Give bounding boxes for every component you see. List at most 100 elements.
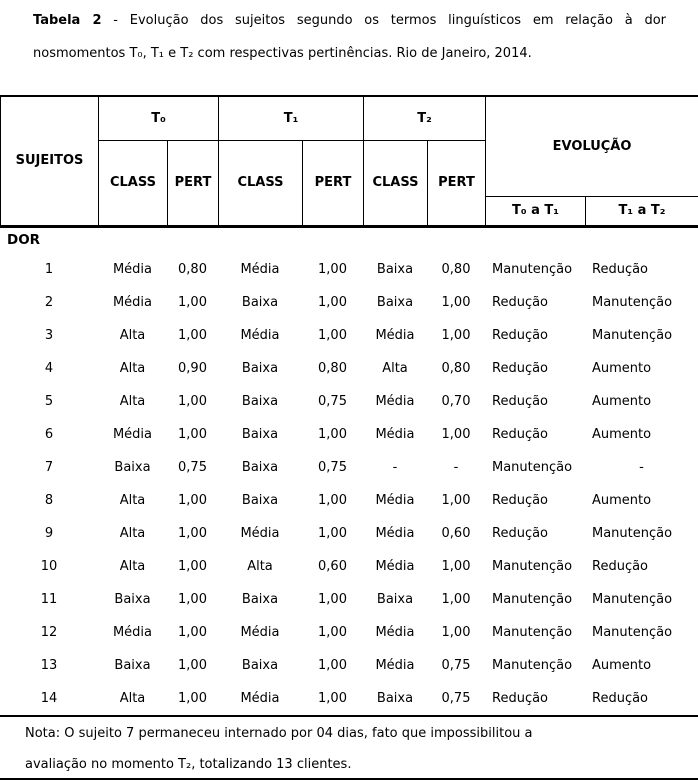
cell-t0-pert: 0,80 [178,261,207,277]
cell-t0-class: Baixa [114,657,151,673]
cell-t2-pert: 1,00 [441,591,471,607]
table-row: 1 Média 0,80 Média 1,00 Baixa 0,80 Manutenção Re… [0,253,698,286]
cell-evolucao-t0-t1: Redução [492,393,549,409]
cell-sujeito: 14 [40,690,58,706]
cell-sujeito: 5 [44,393,54,409]
cell-sujeito: 9 [44,525,54,541]
cell-t2-class: - [392,459,398,475]
cell-t2-class: Baixa [376,690,414,706]
cell-t0-class: Média [112,624,153,640]
cell-evolucao-t1-t2: Redução [592,261,649,277]
cell-t2-class: Média [375,327,415,343]
cell-evolucao-t0-t1: Manutenção [492,624,573,640]
cell-sujeito: 2 [44,294,54,310]
cell-sujeito: 13 [40,657,58,673]
cell-t0-pert: 1,00 [178,327,207,343]
cell-t0-pert: 0,75 [178,459,207,475]
cell-evolucao-t0-t1: Redução [492,294,549,310]
cell-t0-pert: 1,00 [178,525,207,541]
cell-t2-class: Média [375,558,415,574]
cell-t1-pert: 0,80 [318,360,347,376]
cell-evolucao-t1-t2: Aumento [592,393,652,409]
cell-sujeito: 1 [44,261,54,277]
header-t2: T₂ [363,95,486,141]
cell-sujeito: 8 [44,492,54,508]
cell-t2-class: Baixa [376,261,414,277]
cell-evolucao-t0-t1: Redução [492,690,549,706]
cell-t0-pert: 1,00 [178,393,207,409]
cell-evolucao-t1-t2: Aumento [592,426,652,442]
cell-t0-pert: 1,00 [178,657,207,673]
cell-t1-class: Média [240,690,280,706]
cell-t0-class: Alta [119,690,146,706]
note-line-2: avaliação no momento T₂, totalizando 13 … [25,757,352,772]
cell-sujeito: 4 [44,360,54,376]
cell-t1-pert: 0,75 [318,393,347,409]
header-t2-pert: PERT [427,139,486,227]
cell-t0-class: Média [112,426,153,442]
cell-t0-class: Baixa [114,459,151,475]
cell-t0-class: Média [112,261,153,277]
cell-evolucao-t1-t2: Manutenção [592,624,673,640]
cell-t2-class: Média [375,492,415,508]
cell-t0-class: Alta [119,327,146,343]
cell-t1-class: Baixa [241,657,279,673]
header-sujeitos: SUJEITOS [0,95,99,227]
cell-evolucao-t1-t2: Aumento [592,492,652,508]
cell-t2-pert: 1,00 [441,558,471,574]
table-body-table: DOR 1 Média 0,80 Média 1,00 Baixa 0,80 Manutenç… [0,228,698,717]
cell-evolucao-t0-t1: Redução [492,327,549,343]
table-row: 9 Alta 1,00 Média 1,00 Média 0,60 Redução Manute… [0,517,698,550]
table-header: SUJEITOS T₀ T₁ T₂ EVOLUÇÃO CLASS PERT CL… [0,95,698,228]
cell-t1-pert: 0,75 [318,459,347,475]
table-row: 8 Alta 1,00 Baixa 1,00 Média 1,00 Redução Aument… [0,484,698,517]
header-t1-pert: PERT [302,139,364,227]
table-row: 6 Média 1,00 Baixa 1,00 Média 1,00 Redução Aumen… [0,418,698,451]
cell-evolucao-t0-t1: Manutenção [492,261,573,277]
cell-t0-pert: 1,00 [178,624,207,640]
cell-evolucao-t0-t1: Redução [492,525,549,541]
cell-t1-pert: 1,00 [318,426,347,442]
caption-line-2: nosmomentos T₀, T₁ e T₂ com respectivas … [33,46,532,61]
caption-separator: - [113,13,118,28]
cell-t2-pert: 0,75 [441,690,471,706]
cell-evolucao-t1-t2: Redução [592,690,649,706]
cell-t2-class: Média [375,657,415,673]
cell-t1-class: Baixa [241,393,279,409]
cell-t0-class: Baixa [114,591,151,607]
cell-t1-class: Baixa [241,591,279,607]
cell-t2-pert: 1,00 [441,492,471,508]
header-t0-class: CLASS [98,139,168,227]
section-row-dor: DOR [0,228,698,253]
data-table: SUJEITOS T₀ T₁ T₂ EVOLUÇÃO CLASS PERT CL… [0,95,698,717]
cell-t2-class: Média [375,624,415,640]
table-row: 11 Baixa 1,00 Baixa 1,00 Baixa 1,00 Manutenção M… [0,583,698,616]
table-note: Nota: O sujeito 7 permaneceu internado p… [25,726,673,773]
cell-t2-pert: 0,70 [441,393,471,409]
cell-t2-pert: 1,00 [441,327,471,343]
cell-t1-pert: 0,60 [318,558,347,574]
cell-t2-pert: 1,00 [441,294,471,310]
table-row: 2 Média 1,00 Baixa 1,00 Baixa 1,00 Redução Manut… [0,286,698,319]
header-t1-class: CLASS [218,139,303,227]
bottom-rule [0,778,698,780]
cell-t0-pert: 0,90 [178,360,207,376]
table-row: 5 Alta 1,00 Baixa 0,75 Média 0,70 Redução Aument… [0,385,698,418]
cell-t2-pert: - [453,459,459,475]
header-t1: T₁ [218,95,364,141]
cell-evolucao-t1-t2: Aumento [592,657,652,673]
cell-t0-pert: 1,00 [178,558,207,574]
header-row-class-pert: CLASS PERT CLASS PERT CLASS PERT [1,139,698,227]
header-row-moments: SUJEITOS T₀ T₁ T₂ EVOLUÇÃO [0,95,698,227]
cell-sujeito: 3 [44,327,54,343]
cell-t1-pert: 1,00 [318,261,347,277]
cell-t2-class: Alta [382,360,408,376]
header-t0: T₀ [98,95,219,141]
header-t0-pert: PERT [167,139,219,227]
cell-t0-pert: 1,00 [178,591,207,607]
cell-t0-pert: 1,00 [178,492,207,508]
cell-t1-pert: 1,00 [318,294,347,310]
cell-evolucao-t1-t2: - [639,459,644,475]
cell-t1-pert: 1,00 [318,690,347,706]
